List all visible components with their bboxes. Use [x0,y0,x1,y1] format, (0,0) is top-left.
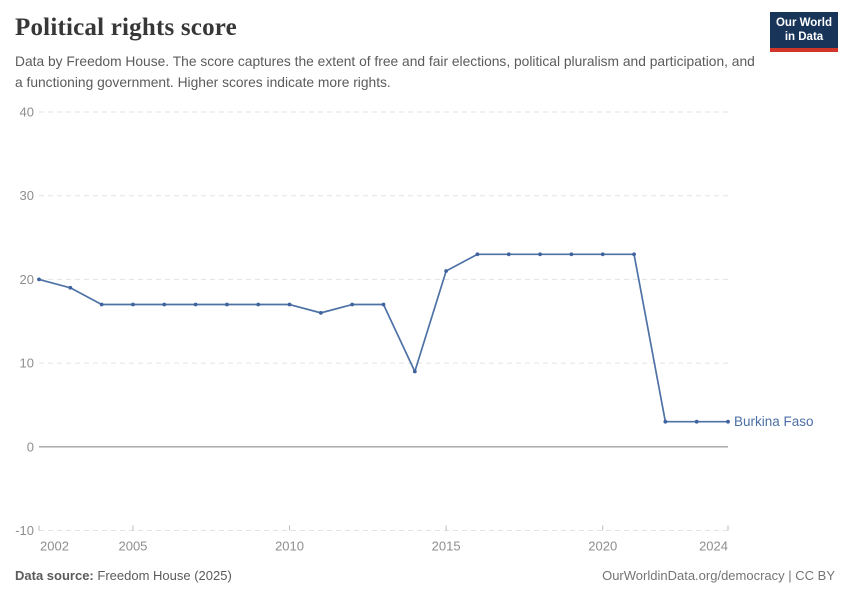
owid-logo-line1: Our World [775,16,832,29]
series-point [538,252,542,257]
owid-logo[interactable]: Our World in Data [770,12,838,52]
owid-logo-line2: in Data [784,31,824,43]
series-point [475,252,480,257]
data-source-label: Data source: [15,568,94,583]
series-point [68,285,73,290]
series-point [412,369,417,374]
x-tick-label: 2020 [588,539,617,554]
series-point [318,310,323,315]
series-point [131,302,135,307]
series-end-label[interactable]: Burkina Faso [734,414,814,429]
series-point [381,302,386,307]
series-point [225,302,229,307]
series-point [632,252,636,257]
series-point [726,419,730,424]
series-point [600,252,605,257]
data-source-value: Freedom House (2025) [97,568,232,583]
series-point [162,302,167,307]
series-point [287,302,292,307]
y-tick-label: 20 [20,272,34,287]
series-point [444,269,449,273]
chart-subtitle: Data by Freedom House. The score capture… [15,54,755,90]
series-point [350,302,355,307]
x-tick-label: 2010 [275,539,304,554]
y-tick-label: 40 [20,105,34,120]
y-tick-label: 0 [27,439,34,454]
series-point [663,419,668,424]
x-tick-label: 2005 [118,539,147,554]
owid-url-link[interactable]: OurWorldinData.org/democracy [602,568,785,583]
y-tick-label: 30 [20,188,34,203]
x-tick-label: 2015 [432,539,461,554]
series-point [694,419,699,424]
chart-footer: Data source: Freedom House (2025) OurWor… [15,568,835,583]
x-tick-label: 2024 [699,539,728,554]
credit-separator: | [784,568,796,583]
series-point [37,277,41,282]
y-tick-label: 10 [20,356,34,371]
series-point [193,302,198,307]
y-tick-label: -10 [15,523,34,538]
data-source: Data source: Freedom House (2025) [15,568,232,583]
x-tick-label: 2002 [40,539,69,554]
credit-line: OurWorldinData.org/democracy | CC BY [602,568,835,583]
series-point [569,252,574,257]
page-title: Political rights score [15,14,237,41]
series-point [506,252,511,257]
series-point [99,302,104,307]
series-point [256,302,261,307]
license-link[interactable]: CC BY [795,568,835,583]
